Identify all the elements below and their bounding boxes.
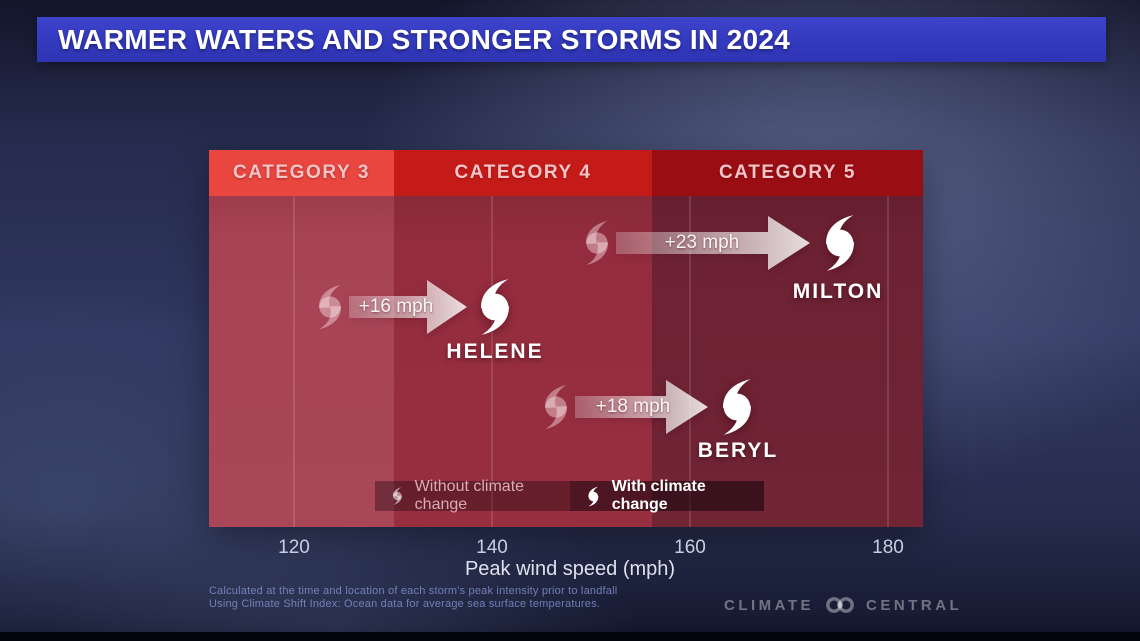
increase-value: +18 mph bbox=[595, 396, 671, 417]
legend-label-without: Without climate change bbox=[414, 478, 525, 513]
category-3-band bbox=[209, 196, 394, 527]
storm-name-label: HELENE bbox=[446, 340, 544, 363]
hurricane-icon-solid bbox=[466, 278, 524, 336]
hurricane-icon-solid bbox=[811, 214, 869, 272]
increase-value: +23 mph bbox=[664, 232, 740, 253]
storm-name-label: BERYL bbox=[697, 439, 779, 462]
category-header-row: CATEGORY 3 CATEGORY 4 CATEGORY 5 bbox=[209, 150, 923, 196]
chart-panel: CATEGORY 3 CATEGORY 4 CATEGORY 5 bbox=[209, 150, 923, 527]
climate-central-mark-icon bbox=[826, 597, 854, 613]
title-banner: WARMER WATERS AND STRONGER STORMS IN 202… bbox=[37, 17, 1106, 62]
increase-arrow-icon bbox=[349, 280, 467, 334]
x-axis-title: Peak wind speed (mph) bbox=[464, 558, 676, 580]
category-4-label: CATEGORY 4 bbox=[454, 162, 592, 183]
category-3-header: CATEGORY 3 bbox=[209, 150, 394, 196]
logo-word-right: CENTRAL bbox=[866, 596, 963, 614]
hurricane-icon-faded bbox=[388, 486, 407, 506]
legend-label-with: With climate change bbox=[611, 478, 706, 513]
gridline-140 bbox=[491, 196, 493, 527]
gridline-160 bbox=[689, 196, 691, 527]
gridline-180 bbox=[887, 196, 889, 527]
increase-arrow-icon bbox=[575, 380, 708, 434]
letterbox-bar bbox=[0, 632, 1140, 641]
hurricane-icon-faded bbox=[574, 220, 620, 266]
legend-item-with: With climate change bbox=[570, 478, 764, 513]
hurricane-icon-solid bbox=[583, 486, 604, 507]
increase-arrow-icon bbox=[616, 216, 810, 270]
footnote-line-1: Calculated at the time and location of e… bbox=[209, 585, 618, 597]
category-3-label: CATEGORY 3 bbox=[232, 162, 371, 183]
category-5-header: CATEGORY 5 bbox=[652, 150, 923, 196]
footnote-line-2: Using Climate Shift Index: Ocean data fo… bbox=[209, 598, 601, 610]
x-tick-120: 120 bbox=[278, 537, 310, 558]
footnote: Calculated at the time and location of e… bbox=[209, 585, 617, 611]
x-tick-160: 160 bbox=[674, 537, 706, 558]
legend: Without climate change With climate chan… bbox=[375, 478, 764, 513]
hurricane-icon-solid bbox=[708, 378, 766, 436]
page-title: WARMER WATERS AND STRONGER STORMS IN 202… bbox=[58, 23, 791, 55]
gridline-120 bbox=[293, 196, 295, 527]
climate-central-logo: CLIMATE CENTRAL bbox=[724, 595, 962, 615]
hurricane-icon-faded bbox=[533, 384, 579, 430]
logo-word-left: CLIMATE bbox=[724, 596, 815, 614]
storm-name-label: MILTON bbox=[792, 280, 884, 303]
legend-item-without: Without climate change bbox=[375, 478, 570, 513]
x-tick-140: 140 bbox=[476, 537, 508, 558]
category-4-band bbox=[394, 196, 652, 527]
increase-value: +16 mph bbox=[358, 296, 434, 317]
hurricane-icon-faded bbox=[307, 284, 353, 330]
x-tick-180: 180 bbox=[872, 537, 904, 558]
category-4-header: CATEGORY 4 bbox=[394, 150, 652, 196]
category-5-label: CATEGORY 5 bbox=[718, 162, 857, 183]
